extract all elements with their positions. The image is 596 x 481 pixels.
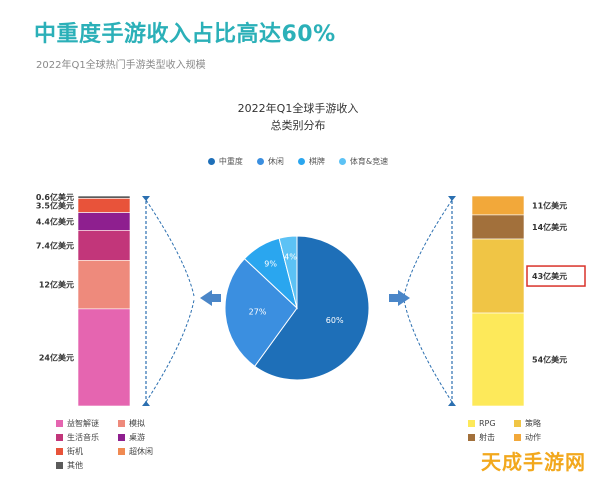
bar-segment	[77, 212, 131, 231]
bar-segment-label: 3.5亿美元	[36, 201, 74, 211]
arrow-left-icon	[212, 294, 221, 302]
pie-legend-item: 棋牌	[297, 156, 325, 167]
bar-legend-item: 益智解谜	[56, 418, 118, 429]
bar-segment-label: 14亿美元	[532, 222, 567, 232]
pie-slice	[253, 235, 370, 381]
legend-swatch-icon	[56, 462, 63, 469]
bar-legend-item: 射击	[468, 432, 514, 443]
bar-segment	[77, 260, 131, 310]
bar-legend-label: 桌游	[129, 433, 145, 442]
bar-legend-label: 生活音乐	[67, 433, 99, 442]
pie-chart: 60% 27% 9% 4%	[224, 235, 370, 381]
legend-swatch-icon	[514, 420, 521, 427]
bar-legend-item: 模拟	[118, 418, 180, 429]
pie-slice-label: 4%	[284, 253, 297, 262]
bar-segment-label: 54亿美元	[532, 355, 567, 365]
legend-swatch-icon	[56, 420, 63, 427]
legend-dot-icon	[297, 158, 305, 165]
right-bar-legend: RPG 策略射击 动作	[468, 418, 560, 443]
bar-legend-item: RPG	[468, 418, 514, 429]
bar-segment	[471, 312, 525, 407]
bar-legend-label: 益智解谜	[67, 419, 99, 428]
bar-legend-item: 生活音乐	[56, 432, 118, 443]
bar-segment	[77, 198, 131, 213]
connector-decorations	[142, 196, 456, 406]
bracket-cap-icon	[448, 196, 456, 201]
pie-legend-label: 休闲	[267, 157, 284, 166]
pie-legend-label: 体育&竞速	[349, 157, 389, 166]
bar-legend-label: RPG	[479, 419, 496, 428]
pie-legend: 中重度 休闲 棋牌 体育&竞速	[0, 156, 596, 167]
bar-legend-label: 模拟	[129, 419, 145, 428]
bar-segment-label: 7.4亿美元	[36, 240, 74, 250]
pie-title-line2: 总类别分布	[270, 119, 326, 132]
pie-slice-label: 27%	[249, 308, 267, 317]
arrow-left-icon	[200, 290, 212, 306]
legend-swatch-icon	[468, 420, 475, 427]
bar-segment-label: 43亿美元	[532, 271, 567, 281]
bracket-cap-icon	[448, 401, 456, 406]
legend-swatch-icon	[56, 448, 63, 455]
legend-swatch-icon	[118, 420, 125, 427]
pie-slice	[278, 235, 298, 309]
arrow-right-icon	[398, 290, 410, 306]
funnel-line	[145, 299, 195, 403]
pie-title-line1: 2022年Q1全球手游收入	[237, 102, 359, 115]
bar-segment	[77, 195, 131, 199]
bracket-cap-icon	[142, 401, 150, 406]
bar-legend-label: 其他	[67, 461, 83, 470]
pie-slice-label: 9%	[264, 259, 277, 268]
bar-segment-label: 0.6亿美元	[36, 192, 74, 202]
left-bar-legend: 益智解谜 模拟生活音乐 桌游街机 超休闲其他	[56, 418, 180, 471]
bar-segment	[471, 238, 525, 314]
bar-legend-label: 超休闲	[129, 447, 153, 456]
bar-legend-label: 射击	[479, 433, 495, 442]
bar-legend-item: 动作	[514, 432, 560, 443]
bar-legend-item: 街机	[56, 446, 118, 457]
bar-segment-label: 4.4亿美元	[36, 216, 74, 226]
bar-segment-label: 11亿美元	[532, 200, 567, 210]
funnel-line	[145, 199, 195, 297]
funnel-line	[403, 299, 453, 403]
bar-segment-label: 24亿美元	[39, 352, 74, 362]
bar-legend-label: 动作	[525, 433, 541, 442]
legend-swatch-icon	[514, 434, 521, 441]
arrow-right-icon	[389, 294, 398, 302]
bar-legend-label: 策略	[525, 419, 541, 428]
page-title: 中重度手游收入占比高达60%	[34, 22, 336, 47]
pie-legend-label: 中重度	[218, 157, 243, 166]
pie-legend-item: 中重度	[207, 156, 243, 167]
right-stacked-bar: 11亿美元 14亿美元 43亿美元 54亿美元	[471, 195, 586, 407]
legend-swatch-icon	[118, 434, 125, 441]
bar-legend-item: 策略	[514, 418, 560, 429]
bar-legend-item: 其他	[56, 460, 118, 471]
pie-legend-item: 体育&竞速	[338, 156, 389, 167]
bar-segment	[471, 195, 525, 216]
bar-legend-item: 桌游	[118, 432, 180, 443]
legend-dot-icon	[338, 158, 346, 165]
pie-slice	[224, 258, 298, 367]
legend-dot-icon	[207, 158, 215, 165]
pie-slice-label: 60%	[326, 316, 344, 325]
bar-segment	[77, 230, 131, 261]
page-subtitle: 2022年Q1全球热门手游类型收入规模	[36, 60, 206, 71]
bar-legend-item: 超休闲	[118, 446, 180, 457]
bar-segment	[77, 308, 131, 407]
bar-legend-label: 街机	[67, 447, 83, 456]
legend-swatch-icon	[468, 434, 475, 441]
bar-segment	[471, 214, 525, 240]
pie-legend-item: 休闲	[256, 156, 284, 167]
funnel-line	[403, 199, 453, 297]
highlight-box	[526, 265, 586, 287]
bar-segment-label: 12亿美元	[39, 280, 74, 290]
bracket-cap-icon	[142, 196, 150, 201]
pie-legend-label: 棋牌	[308, 157, 325, 166]
watermark-logo: 天成手游网	[481, 450, 586, 474]
legend-swatch-icon	[56, 434, 63, 441]
legend-dot-icon	[256, 158, 264, 165]
legend-swatch-icon	[118, 448, 125, 455]
